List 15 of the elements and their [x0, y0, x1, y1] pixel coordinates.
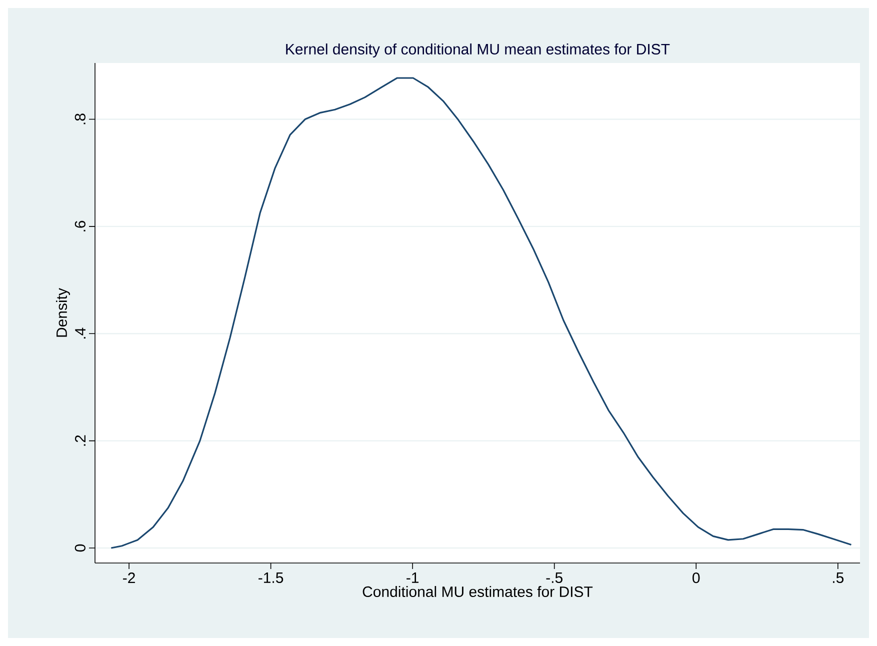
y-axis-title: Density	[56, 288, 70, 337]
x-tick-label: -2	[123, 572, 135, 584]
line-series	[110, 77, 852, 549]
y-tick-label: .4	[75, 328, 86, 339]
x-tick-label: .5	[833, 572, 844, 583]
y-tick-label: 0	[74, 544, 86, 552]
y-tick-label: .6	[74, 220, 86, 232]
y-tick-label: .8	[74, 114, 86, 124]
y-tick-label: .2	[74, 435, 86, 446]
chart-title: Kernel density of conditional MU mean estimates for DIST	[286, 43, 670, 58]
x-tick-label: -1.5	[258, 572, 284, 583]
x-tick-label: -1	[406, 572, 419, 583]
x-axis-title: Conditional MU estimates for DIST	[362, 586, 593, 598]
x-tick-label: -.5	[546, 572, 562, 583]
x-tick-label: 0	[692, 572, 700, 584]
